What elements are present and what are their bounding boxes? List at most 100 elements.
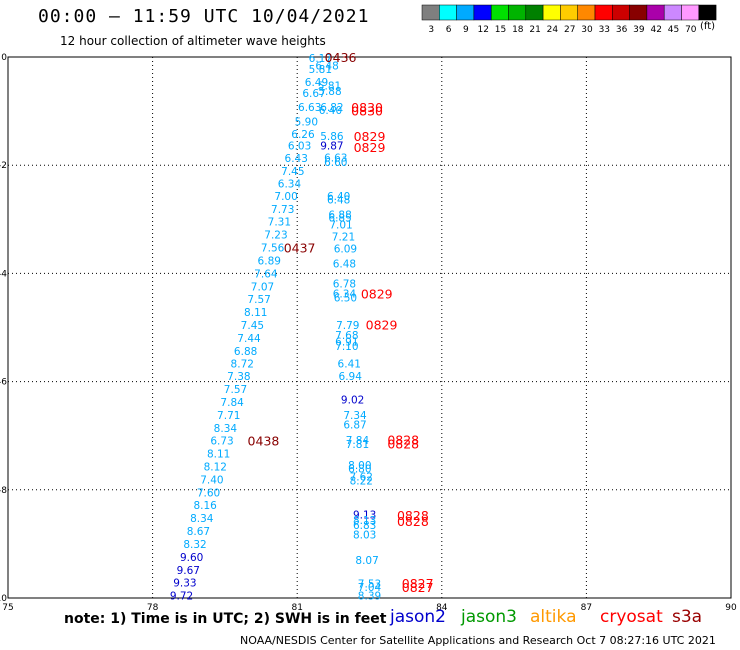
swh-value: 7.40 — [200, 475, 223, 487]
legend-tick-label: 12 — [477, 25, 488, 35]
swh-value: 7.81 — [346, 439, 369, 451]
swh-value: 7.01 — [329, 220, 352, 232]
swh-value: 6.83 — [353, 520, 376, 532]
swh-value: 7.21 — [332, 232, 355, 244]
legend-tick-label: 70 — [685, 25, 697, 35]
pass-time-label: 0828 — [387, 432, 419, 447]
legend-swatch — [560, 4, 578, 21]
swh-value: 6.43 — [285, 153, 308, 165]
swh-value: 7.45 — [241, 320, 264, 332]
legend-tick-label: 39 — [633, 25, 645, 35]
swh-value: 6.89 — [258, 255, 281, 267]
legend-tick-label: 6 — [446, 25, 452, 35]
pass-time-label: 0829 — [354, 140, 386, 155]
swh-value: 6.63 — [324, 153, 347, 165]
swh-value: 6.40 — [319, 105, 342, 117]
swh-value: 7.60 — [197, 488, 220, 500]
swh-value: 9.33 — [173, 577, 196, 589]
swh-value: 7.62 — [350, 471, 373, 483]
legend-swatch — [594, 4, 613, 21]
swh-value: 6.88 — [328, 209, 351, 221]
pass-time-label: 0830 — [351, 104, 383, 119]
swh-value: 6.80 — [348, 464, 371, 476]
pass-time-label: 0828 — [397, 514, 429, 529]
legend-swatch — [577, 4, 596, 21]
swh-value: 9.02 — [341, 394, 364, 406]
swh-value: 6.60 — [324, 157, 347, 169]
swh-value: 5.86 — [320, 131, 344, 143]
swh-value: 6.91 — [335, 337, 358, 349]
legend-jason3: jason3 — [461, 607, 517, 627]
pass-time-label: 0828 — [397, 508, 429, 523]
legend-tick-label: 36 — [616, 25, 628, 35]
swh-value: 7.57 — [224, 384, 247, 396]
swh-value: 8.22 — [350, 476, 373, 488]
legend-swatch — [612, 4, 630, 21]
swh-value: 6.82 — [320, 102, 343, 114]
lon-tick-label: 90 — [725, 603, 737, 613]
pass-time-label: 0437 — [284, 240, 316, 255]
legend-swatch — [525, 4, 544, 21]
swh-value: 5.81 — [318, 81, 341, 93]
swh-value: 9.13 — [353, 510, 376, 522]
legend-swatch — [681, 4, 700, 21]
legend-tick-label: 33 — [599, 25, 610, 35]
swh-value: 7.84 — [220, 397, 244, 409]
legend-tick-label: 30 — [581, 25, 593, 35]
swh-value: 7.38 — [227, 371, 250, 383]
legend-tick-label: 15 — [495, 25, 506, 35]
swh-value: 8.00 — [348, 460, 371, 472]
swh-value: 7.64 — [254, 268, 278, 280]
swh-value: 6.09 — [334, 244, 357, 256]
pass-time-label: 0827 — [402, 576, 434, 591]
swh-value: 9.87 — [320, 141, 343, 153]
lon-tick-label: 87 — [581, 603, 592, 613]
swh-value: 6.85 — [328, 213, 351, 225]
footnote: note: 1) Time is in UTC; 2) SWH is in fe… — [64, 611, 387, 627]
swh-value: 5.90 — [295, 116, 318, 128]
swh-value: 8.16 — [193, 500, 217, 512]
swh-value: 8.72 — [231, 359, 254, 371]
legend-tick-label: 9 — [463, 25, 469, 35]
swh-value: 8.12 — [204, 462, 227, 474]
swh-value: 7.34 — [343, 410, 367, 422]
legend-swatch — [663, 4, 682, 21]
swh-value: 5.81 — [309, 64, 332, 76]
legend-altika: altika — [530, 607, 577, 627]
lon-tick-label: 75 — [2, 603, 13, 613]
swh-value: 6.17 — [309, 53, 332, 65]
swh-value: 6.88 — [234, 346, 257, 358]
swh-value: 7.45 — [281, 166, 304, 178]
legend-swatch — [698, 4, 717, 21]
swh-value: 7.56 — [261, 242, 285, 254]
swh-value: 7.71 — [217, 410, 240, 422]
swh-value: 6.49 — [305, 77, 328, 89]
swh-value: 6.41 — [338, 359, 361, 371]
pass-time-label: 0827 — [402, 580, 434, 595]
swh-value: 7.53 — [358, 578, 381, 590]
lat-tick-label: -4 — [0, 269, 7, 279]
legend-tick-label: 42 — [650, 25, 661, 35]
swh-value: 7.79 — [336, 320, 359, 332]
swh-value: 6.78 — [333, 279, 356, 291]
legend-tick-label: 21 — [529, 25, 540, 35]
lon-tick-label: 84 — [436, 603, 448, 613]
swh-value: 7.57 — [247, 294, 270, 306]
swh-value: 8.11 — [207, 449, 230, 461]
swh-value: 6.50 — [334, 293, 357, 305]
swh-value: 8.03 — [353, 530, 376, 542]
swh-value: 6.03 — [288, 141, 311, 153]
swh-value: 6.34 — [278, 179, 302, 191]
swh-value: 8.07 — [355, 555, 378, 567]
swh-value: 5.88 — [318, 86, 341, 98]
swh-value: 6.48 — [315, 61, 338, 73]
swh-value: 7.07 — [251, 281, 274, 293]
legend-tick-label: 45 — [668, 25, 679, 35]
legend-jason2: jason2 — [390, 607, 446, 627]
pass-time-label: 0829 — [361, 286, 393, 301]
lon-tick-label: 81 — [291, 603, 302, 613]
legend-swatch — [646, 4, 665, 21]
swh-value: 6.48 — [333, 259, 356, 271]
map-subtitle: 12 hour collection of altimeter wave hei… — [60, 34, 326, 48]
